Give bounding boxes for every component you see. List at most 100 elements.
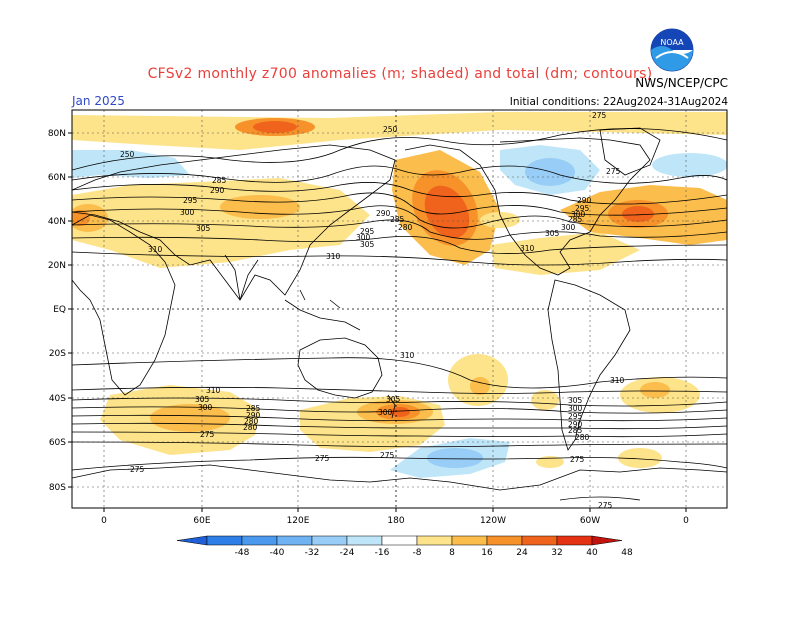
contour-label: 305	[360, 240, 375, 249]
shade-southern-ocean-negative	[390, 438, 510, 478]
colorbar-swatch	[381, 535, 418, 546]
se-asia-islands	[284, 289, 361, 331]
contour-label: 285	[246, 404, 261, 413]
contour-label: 295	[568, 412, 583, 421]
contour-label: 300	[378, 408, 393, 417]
map-frame	[71, 109, 728, 509]
initial-conditions: Initial conditions: 22Aug2024-31Aug2024	[509, 96, 728, 108]
colorbar-swatch	[241, 535, 278, 546]
contour-label: 250	[383, 125, 398, 134]
contour-label: 285	[568, 426, 583, 435]
greenland-outline	[599, 127, 661, 176]
contour-label: 300	[356, 233, 371, 242]
contour-label: 290	[210, 186, 225, 195]
chart-title: CFSv2 monthly z700 anomalies (m; shaded)…	[147, 66, 653, 82]
colorbar-label: -24	[340, 548, 355, 558]
contour-label: 310	[520, 244, 535, 253]
colorbar-label: -48	[235, 548, 250, 558]
colorbar-label: 16	[481, 548, 493, 558]
contour-label: 290	[376, 209, 391, 218]
contour-label: 285	[390, 215, 405, 224]
contour-label: 305	[568, 396, 583, 405]
colorbar-swatch	[451, 535, 488, 546]
colorbar-swatch	[206, 535, 243, 546]
contour-label: 275	[570, 455, 585, 464]
colorbar-label: 48	[621, 548, 633, 558]
lat-label: 80S	[49, 483, 66, 493]
forecast-month: Jan 2025	[72, 94, 125, 108]
lat-label: 80N	[48, 129, 66, 139]
australia-outline	[297, 337, 383, 399]
colorbar-arrow-low	[176, 535, 208, 546]
colorbar-label: -16	[375, 548, 390, 558]
lat-label: 60S	[49, 438, 66, 448]
colorbar-swatch	[346, 535, 383, 546]
contour-label: 310	[400, 351, 415, 360]
contour-label: 305	[386, 395, 401, 404]
colorbar-swatch	[556, 535, 593, 546]
contour-label: 275	[598, 501, 613, 510]
colorbar-label: -8	[413, 548, 422, 558]
lon-label: 120E	[287, 516, 310, 526]
shade-arctic-negative	[72, 150, 190, 178]
contour-label: 285	[568, 215, 583, 224]
anomaly-shading	[72, 112, 727, 478]
lon-label: 180	[387, 516, 404, 526]
lat-label: 20S	[49, 349, 66, 359]
lon-label: 0	[101, 516, 107, 526]
contour-label: 300	[180, 208, 195, 217]
contour-label: 290	[568, 420, 583, 429]
shade-arctic-siberia	[235, 118, 315, 136]
antarctica-outline	[72, 464, 727, 491]
logo-text: NOAA	[660, 38, 684, 47]
lon-label: 60E	[193, 516, 210, 526]
shade-south-pacific	[300, 396, 445, 452]
contour-label: 295	[575, 204, 590, 213]
shade-canada-negative	[500, 145, 600, 195]
south-america-outline	[547, 279, 631, 451]
colorbar: -48 -40 -32 -24 -16 -8 8 16 24 32 40 48	[176, 535, 633, 558]
lat-label: EQ	[53, 305, 66, 315]
contour-label: 305	[545, 229, 560, 238]
contour-label: 280	[575, 433, 590, 442]
contour-label: 310	[206, 386, 221, 395]
contour-label: 310	[326, 252, 341, 261]
shade-north-atlantic-high	[560, 185, 727, 245]
lat-label: 20N	[48, 261, 66, 271]
colorbar-label: -32	[305, 548, 320, 558]
new-zealand-outline	[387, 394, 396, 419]
contour-label: 250	[120, 150, 135, 159]
contour-label: 275	[592, 111, 607, 120]
contour-label: 285	[212, 176, 227, 185]
shade-north-america-south	[490, 232, 640, 275]
lat-lon-grid	[72, 110, 727, 508]
contour-label: 275	[606, 167, 621, 176]
noaa-logo-icon: NOAA	[650, 28, 694, 72]
colorbar-label: 24	[516, 548, 528, 558]
colorbar-arrow-high	[591, 535, 623, 546]
continent-outlines	[72, 127, 727, 491]
contour-label: 275	[130, 465, 145, 474]
india-outline	[224, 254, 259, 301]
shade-north-pacific-high	[392, 150, 500, 265]
colorbar-label: 32	[551, 548, 562, 558]
contour-label: 300	[198, 403, 213, 412]
contour-label: 275	[380, 451, 395, 460]
shade-subtropical-pacific	[448, 354, 508, 406]
contour-label: 295	[183, 196, 198, 205]
colorbar-swatch	[486, 535, 523, 546]
contour-label: 275	[200, 430, 215, 439]
shade-eurasia-band	[72, 178, 370, 268]
contour-label: 290	[246, 411, 261, 420]
contour-label: 305	[195, 395, 210, 404]
colorbar-swatch	[521, 535, 558, 546]
contour-label: 305	[196, 224, 211, 233]
contour-label: 280	[243, 423, 258, 432]
lat-label: 40N	[48, 217, 66, 227]
contour-label: 280	[398, 223, 413, 232]
contour-label: 290	[577, 196, 592, 205]
africa-outline	[72, 214, 176, 396]
contour-label: 275	[315, 454, 330, 463]
colorbar-swatch	[416, 535, 453, 546]
